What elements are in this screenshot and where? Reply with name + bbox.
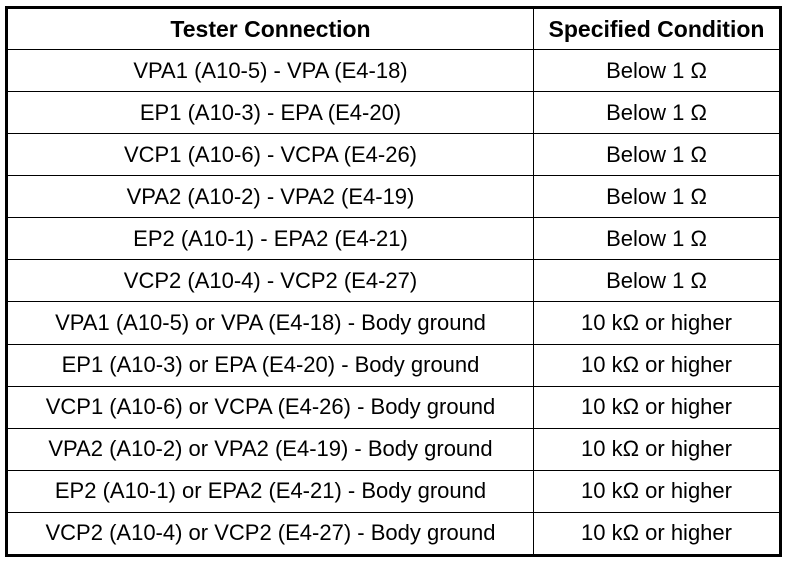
table-row: EP2 (A10-1) - EPA2 (E4-21) Below 1 Ω	[6, 217, 781, 261]
table-row: VCP1 (A10-6) - VCPA (E4-26) Below 1 Ω	[6, 133, 781, 177]
specified-condition-cell: Below 1 Ω	[533, 175, 781, 219]
specified-condition-cell: Below 1 Ω	[533, 91, 781, 135]
specified-condition-cell: 10 kΩ or higher	[533, 511, 781, 557]
table-row: VPA1 (A10-5) - VPA (E4-18) Below 1 Ω	[6, 48, 781, 93]
tester-connection-cell: VPA1 (A10-5) or VPA (E4-18) - Body groun…	[6, 301, 534, 345]
tester-connection-cell: EP1 (A10-3) or EPA (E4-20) - Body ground	[6, 343, 534, 387]
tester-connection-cell: VCP2 (A10-4) or VCP2 (E4-27) - Body grou…	[6, 511, 534, 557]
tester-connection-cell: VCP2 (A10-4) - VCP2 (E4-27)	[6, 259, 534, 303]
table-row: VPA1 (A10-5) or VPA (E4-18) - Body groun…	[6, 301, 781, 345]
tester-connection-cell: VPA2 (A10-2) or VPA2 (E4-19) - Body grou…	[6, 427, 534, 471]
header-tester-connection: Tester Connection	[6, 7, 534, 50]
table-row: VPA2 (A10-2) or VPA2 (E4-19) - Body grou…	[6, 427, 781, 471]
table-row: VCP1 (A10-6) or VCPA (E4-26) - Body grou…	[6, 385, 781, 429]
tester-connection-cell: VPA1 (A10-5) - VPA (E4-18)	[6, 48, 534, 93]
table-row: VCP2 (A10-4) - VCP2 (E4-27) Below 1 Ω	[6, 259, 781, 303]
table-row: VCP2 (A10-4) or VCP2 (E4-27) - Body grou…	[6, 511, 781, 557]
table-header-row: Tester Connection Specified Condition	[6, 7, 781, 50]
specified-condition-cell: 10 kΩ or higher	[533, 301, 781, 345]
tester-connection-cell: VCP1 (A10-6) or VCPA (E4-26) - Body grou…	[6, 385, 534, 429]
specified-condition-cell: 10 kΩ or higher	[533, 427, 781, 471]
tester-connection-cell: EP2 (A10-1) or EPA2 (E4-21) - Body groun…	[6, 469, 534, 513]
table-row: EP1 (A10-3) or EPA (E4-20) - Body ground…	[6, 343, 781, 387]
specified-condition-cell: Below 1 Ω	[533, 259, 781, 303]
specification-table: Tester Connection Specified Condition VP…	[5, 6, 782, 557]
tester-connection-cell: VCP1 (A10-6) - VCPA (E4-26)	[6, 133, 534, 177]
table-row: EP2 (A10-1) or EPA2 (E4-21) - Body groun…	[6, 469, 781, 513]
specified-condition-cell: Below 1 Ω	[533, 133, 781, 177]
specified-condition-cell: 10 kΩ or higher	[533, 385, 781, 429]
tester-connection-cell: VPA2 (A10-2) - VPA2 (E4-19)	[6, 175, 534, 219]
table-row: EP1 (A10-3) - EPA (E4-20) Below 1 Ω	[6, 91, 781, 135]
specified-condition-cell: Below 1 Ω	[533, 217, 781, 261]
specified-condition-cell: 10 kΩ or higher	[533, 469, 781, 513]
table-row: VPA2 (A10-2) - VPA2 (E4-19) Below 1 Ω	[6, 175, 781, 219]
specified-condition-cell: 10 kΩ or higher	[533, 343, 781, 387]
tester-connection-cell: EP1 (A10-3) - EPA (E4-20)	[6, 91, 534, 135]
header-specified-condition: Specified Condition	[533, 7, 781, 50]
specified-condition-cell: Below 1 Ω	[533, 48, 781, 93]
tester-connection-cell: EP2 (A10-1) - EPA2 (E4-21)	[6, 217, 534, 261]
